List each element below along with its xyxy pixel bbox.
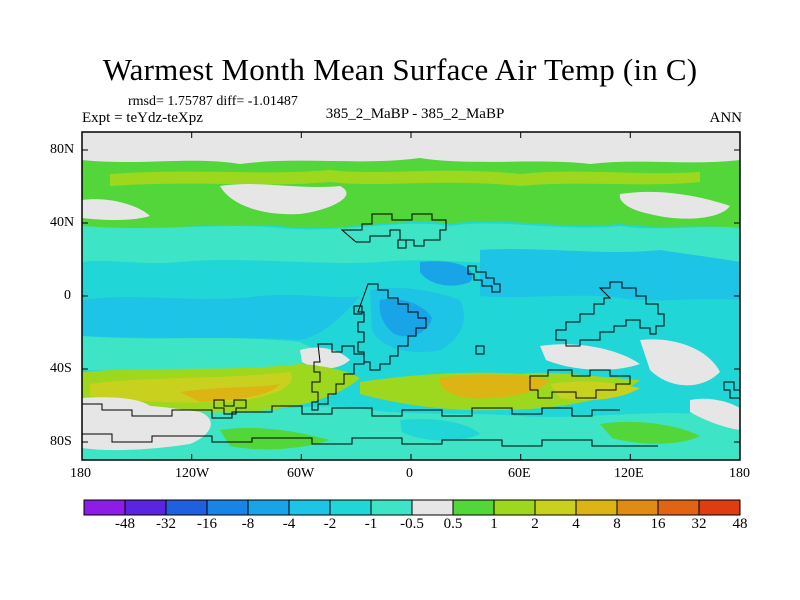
x-tick-label: 60W	[287, 466, 315, 481]
antarctic-neutral-east	[690, 398, 740, 430]
y-tick-label: 0	[64, 288, 71, 303]
coast-africa	[357, 283, 427, 371]
stats-text: rmsd= 1.75787 diff= -1.01487	[128, 94, 298, 109]
colorbar-swatch	[370, 499, 413, 516]
colorbar-label: -32	[156, 516, 176, 532]
x-tick-label: 180	[729, 466, 750, 481]
colorbar-label: 2	[531, 516, 539, 532]
colorbar-swatch	[83, 499, 126, 516]
coast-island-3	[213, 399, 247, 415]
west-neutral-patch	[82, 199, 150, 220]
y-tick-label: 40N	[50, 215, 75, 230]
antarctic-green-east	[600, 421, 700, 444]
y-tick-label: 40S	[50, 361, 72, 376]
north-yellowgreen-streak	[110, 170, 700, 186]
colorbar-label: 48	[732, 516, 748, 532]
colorbar-swatch	[165, 499, 208, 516]
equatorial-blue-east	[480, 249, 740, 301]
colorbar-swatch	[657, 499, 700, 516]
x-tick-label: 120E	[614, 466, 644, 481]
temperature-field	[82, 132, 740, 460]
colorbar-label: -1	[364, 516, 378, 532]
period-label: ANN	[709, 110, 743, 126]
south-indian-olive	[550, 381, 640, 400]
y-tick-label: 80S	[50, 434, 72, 449]
x-tick-label: 60E	[508, 466, 531, 481]
experiment-subtitle: 385_2_MaBP - 385_2_MaBP	[325, 106, 505, 122]
colorbar-label: -4	[282, 516, 296, 532]
equatorial-midblue-patch	[379, 298, 432, 337]
colorbar-swatch	[329, 499, 372, 516]
colorbar-swatch	[534, 499, 577, 516]
colorbar-swatch	[698, 499, 741, 516]
coast-europe	[340, 213, 447, 247]
colorbar-label: -16	[197, 516, 217, 532]
colorbar-swatch	[247, 499, 290, 516]
sa-neutral-patch	[300, 347, 350, 369]
colorbar-label: 1	[490, 516, 498, 532]
colorbar-label: 4	[572, 516, 580, 532]
colorbar-swatch	[575, 499, 618, 516]
aus-neutral-patch	[640, 339, 720, 386]
colorbar-label: 32	[691, 516, 707, 532]
colorbar-label: 16	[650, 516, 666, 532]
colorbar-label: 0.5	[443, 516, 463, 532]
colorbar-label: -48	[115, 516, 135, 532]
colorbar	[83, 499, 741, 516]
colorbar-swatch	[124, 499, 167, 516]
colorbar-label: -0.5	[400, 516, 424, 532]
coast-south-america	[311, 343, 365, 411]
x-tick-label: 120W	[175, 466, 210, 481]
coast-asia-southeast	[555, 281, 665, 347]
coast-arabia	[467, 265, 501, 293]
expt-label: Expt = teYdz-teXpz	[82, 110, 203, 126]
x-tick-label: 180	[70, 466, 91, 481]
arctic-neutral	[82, 132, 740, 166]
y-tick-label: 80N	[50, 142, 75, 157]
coast-madagascar	[475, 345, 485, 355]
coast-island-1	[397, 239, 407, 249]
arabian-midblue-patch	[420, 261, 473, 286]
pacific-neutral-patch	[619, 191, 730, 219]
south-pacific-orange	[180, 384, 280, 402]
colorbar-label: 8	[613, 516, 621, 532]
colorbar-swatch	[493, 499, 536, 516]
io-neutral-patch	[540, 344, 640, 370]
south-atlantic-orange	[439, 374, 550, 399]
x-tick-label: 0	[406, 466, 413, 481]
antarctic-neutral-edge	[82, 397, 150, 410]
coast-antarctica-inner	[82, 433, 658, 447]
south-aqua-band	[82, 336, 329, 371]
colorbar-label: -8	[241, 516, 255, 532]
coast-island-2	[353, 305, 363, 315]
colorbar-swatch	[616, 499, 659, 516]
coastlines	[82, 213, 741, 447]
colorbar-swatch	[452, 499, 495, 516]
antarctic-neutral-west	[82, 403, 211, 451]
equatorial-blue-west	[82, 294, 360, 340]
colorbar-swatch	[206, 499, 249, 516]
colorbar-label: -2	[323, 516, 337, 532]
colorbar-swatch	[288, 499, 331, 516]
plot-title: Warmest Month Mean Surface Air Temp (in …	[102, 52, 698, 87]
na-neutral-patch	[220, 184, 347, 215]
coast-australia	[529, 369, 631, 399]
colorbar-swatch	[411, 499, 454, 516]
antarctic-green-patch	[220, 427, 330, 450]
antarctic-cyan-patch	[400, 418, 480, 441]
coast-antarctica-north	[82, 403, 620, 419]
axis-ticks	[81, 132, 741, 460]
